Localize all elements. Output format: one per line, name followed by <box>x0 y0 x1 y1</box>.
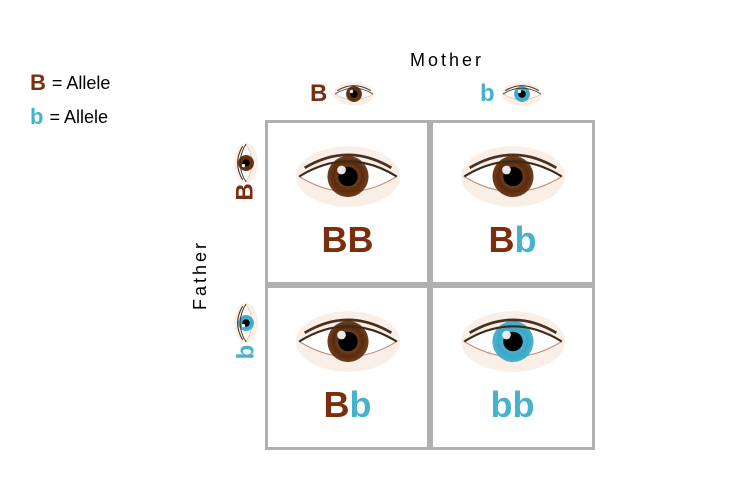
punnett-cell: bb <box>430 285 595 450</box>
punnett-cell: BB <box>265 120 430 285</box>
genotype-label: Bb <box>324 384 372 426</box>
mother-allele-1: B <box>310 80 375 108</box>
father-label: Father <box>190 240 211 310</box>
mother-label: Mother <box>410 50 484 71</box>
legend: B = Allele b = Allele <box>30 70 110 138</box>
genotype-label: Bb <box>489 219 537 261</box>
eye-icon <box>458 309 568 374</box>
eye-icon <box>233 302 259 344</box>
mother-allele-2: b <box>480 80 543 108</box>
mother-allele-2-symbol: b <box>480 80 495 108</box>
legend-recessive-text: = Allele <box>49 107 108 128</box>
legend-dominant: B = Allele <box>30 70 110 96</box>
punnett-square: BB Bb <box>265 120 595 450</box>
legend-recessive-symbol: b <box>30 104 43 130</box>
eye-icon <box>293 144 403 209</box>
legend-dominant-text: = Allele <box>52 73 111 94</box>
genotype-label: bb <box>491 384 535 426</box>
eye-icon <box>458 144 568 209</box>
legend-recessive: b = Allele <box>30 104 110 130</box>
punnett-cell: Bb <box>430 120 595 285</box>
eye-icon <box>293 309 403 374</box>
legend-dominant-symbol: B <box>30 70 46 96</box>
father-allele-1: B <box>225 150 267 206</box>
eye-icon <box>501 81 543 107</box>
eye-icon <box>233 142 259 184</box>
father-allele-2-symbol: b <box>232 345 260 360</box>
punnett-cell: Bb <box>265 285 430 450</box>
father-allele-2: b <box>225 310 267 366</box>
genotype-label: BB <box>322 219 374 261</box>
father-allele-1-symbol: B <box>232 183 260 200</box>
mother-allele-1-symbol: B <box>310 80 327 108</box>
eye-icon <box>333 81 375 107</box>
